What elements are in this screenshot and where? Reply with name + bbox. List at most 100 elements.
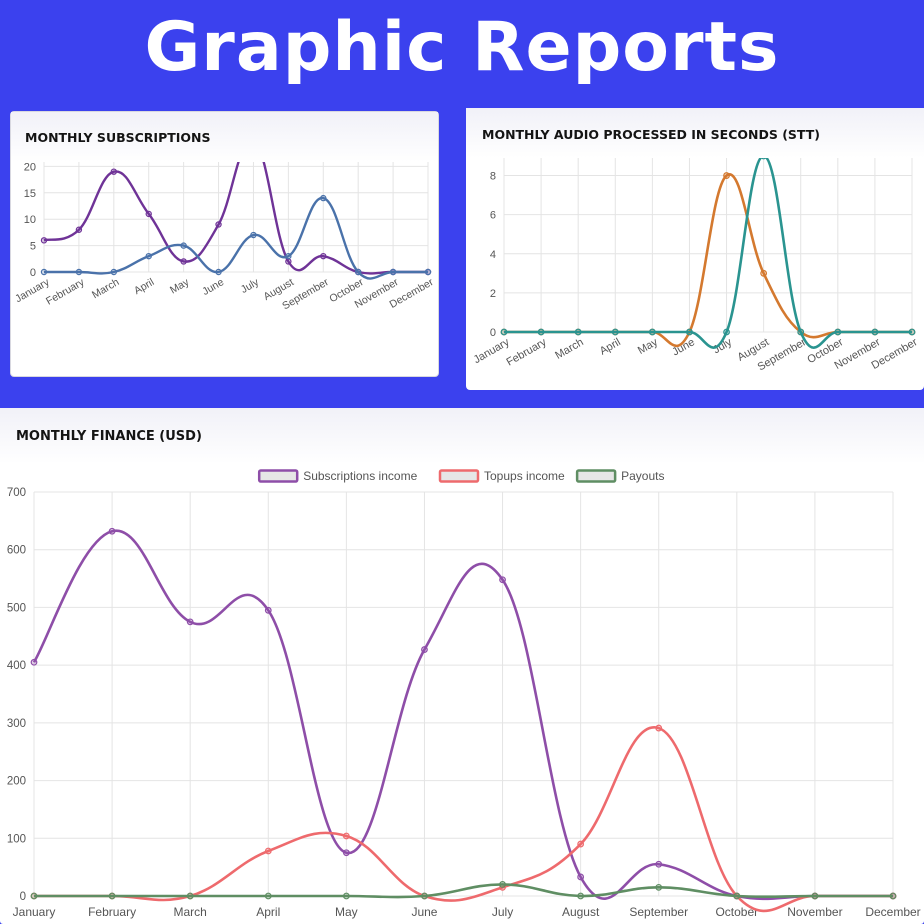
data-point[interactable]	[30, 658, 38, 666]
y-tick-label: 20	[24, 162, 36, 173]
data-point[interactable]	[250, 231, 257, 239]
data-point[interactable]	[908, 328, 916, 336]
legend-label: Payouts	[621, 469, 664, 483]
series-line	[43, 162, 428, 275]
data-point[interactable]	[145, 252, 152, 260]
y-tick-label: 200	[7, 776, 26, 788]
data-point[interactable]	[342, 832, 350, 840]
data-point[interactable]	[421, 892, 428, 900]
data-point[interactable]	[215, 268, 222, 276]
data-point[interactable]	[723, 172, 730, 179]
data-point[interactable]	[655, 883, 663, 891]
data-point[interactable]	[723, 328, 730, 336]
data-point[interactable]	[180, 242, 187, 249]
legend-swatch	[257, 469, 299, 483]
legend-item[interactable]: Topups income	[438, 469, 565, 483]
data-point[interactable]	[285, 252, 292, 260]
data-point[interactable]	[733, 892, 741, 900]
data-point[interactable]	[180, 258, 187, 265]
data-point[interactable]	[186, 618, 194, 626]
y-tick-label: 100	[7, 833, 26, 845]
chart-title: MONTHLY AUDIO PROCESSED IN SECONDS (STT)	[466, 108, 924, 158]
data-point[interactable]	[500, 328, 508, 336]
data-point[interactable]	[537, 328, 545, 336]
y-tick-label: 0	[490, 327, 496, 339]
series-line	[33, 726, 893, 913]
x-tick-label: March	[174, 905, 207, 919]
data-point[interactable]	[264, 847, 272, 855]
data-point[interactable]	[285, 258, 292, 265]
chart-title: MONTHLY SUBSCRIPTIONS	[11, 112, 438, 162]
data-point[interactable]	[655, 724, 663, 732]
data-point[interactable]	[30, 892, 38, 900]
data-point[interactable]	[889, 892, 897, 900]
data-point[interactable]	[760, 158, 767, 160]
data-point[interactable]	[421, 646, 428, 653]
data-point[interactable]	[264, 892, 272, 900]
data-point[interactable]	[40, 237, 48, 244]
x-tick-label: June	[200, 276, 226, 298]
y-tick-label: 300	[7, 718, 26, 730]
data-point[interactable]	[110, 268, 118, 276]
data-point[interactable]	[648, 328, 656, 336]
data-point[interactable]	[75, 268, 83, 276]
data-point[interactable]	[320, 194, 327, 202]
legend-item[interactable]: Payouts	[575, 469, 664, 483]
monthly-subscriptions-card: MONTHLY SUBSCRIPTIONS 0510152025JanuaryF…	[10, 111, 439, 377]
x-tick-label: January	[13, 905, 56, 919]
data-point[interactable]	[110, 168, 118, 175]
x-tick-label: August	[562, 905, 600, 919]
data-point[interactable]	[834, 328, 842, 336]
y-tick-label: 5	[30, 241, 36, 253]
data-point[interactable]	[342, 849, 350, 857]
data-point[interactable]	[108, 892, 116, 900]
y-tick-label: 0	[20, 891, 26, 903]
page-title: Graphic Reports	[144, 8, 780, 87]
data-point[interactable]	[264, 606, 272, 614]
x-tick-label: May	[335, 905, 358, 919]
data-point[interactable]	[577, 892, 585, 900]
series-line	[32, 529, 893, 901]
data-point[interactable]	[145, 210, 152, 218]
data-point[interactable]	[871, 328, 879, 336]
legend-swatch	[575, 469, 617, 483]
data-point[interactable]	[577, 840, 585, 848]
data-point[interactable]	[342, 892, 350, 900]
x-tick-label: April	[132, 276, 156, 297]
data-point[interactable]	[75, 226, 83, 233]
y-tick-label: 8	[490, 171, 496, 183]
data-point[interactable]	[655, 860, 663, 868]
data-point[interactable]	[108, 527, 116, 535]
series-line	[504, 158, 912, 349]
data-point[interactable]	[40, 268, 48, 276]
data-point[interactable]	[499, 576, 506, 584]
data-point[interactable]	[760, 269, 768, 277]
data-point[interactable]	[499, 881, 506, 888]
y-tick-label: 10	[24, 214, 36, 226]
legend[interactable]: Subscriptions income Topups income Payouts	[257, 469, 664, 483]
x-tick-label: May	[168, 276, 192, 297]
legend-item[interactable]: Subscriptions income	[257, 469, 418, 483]
data-point[interactable]	[577, 873, 585, 881]
data-point[interactable]	[354, 268, 362, 276]
series-line	[33, 883, 893, 899]
legend-swatch	[438, 469, 480, 483]
data-point[interactable]	[811, 892, 819, 900]
y-tick-label: 4	[490, 249, 496, 261]
data-point[interactable]	[424, 268, 432, 276]
x-tick-label: February	[504, 336, 549, 369]
data-point[interactable]	[186, 892, 194, 900]
data-point[interactable]	[320, 252, 327, 260]
data-point[interactable]	[686, 328, 693, 336]
data-point[interactable]	[574, 328, 582, 336]
y-tick-label: 15	[24, 188, 36, 200]
data-point[interactable]	[215, 221, 222, 228]
legend-label: Topups income	[484, 469, 565, 483]
data-point[interactable]	[797, 328, 805, 336]
x-tick-label: May	[636, 336, 660, 357]
series	[30, 724, 897, 913]
series	[500, 158, 916, 349]
data-point[interactable]	[389, 268, 397, 276]
data-point[interactable]	[611, 328, 619, 336]
series	[30, 881, 897, 900]
